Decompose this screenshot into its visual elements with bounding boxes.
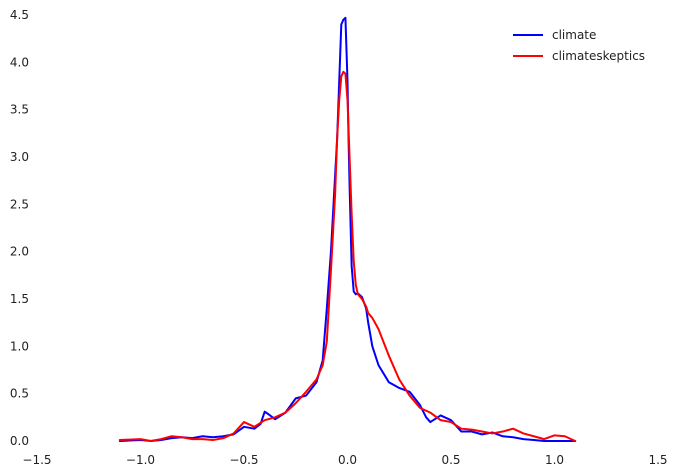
x-tick-label: 0.5 [441, 453, 460, 467]
x-tick-label: −1.5 [22, 453, 51, 467]
series-layer [118, 16, 577, 442]
y-tick-label: 2.5 [10, 197, 29, 211]
y-tick-label: 4.0 [10, 55, 29, 69]
y-tick-label: 0.5 [10, 387, 29, 401]
x-axis-ticks: −1.5 −1.0 −0.5 0.0 0.5 1.0 1.5 [22, 453, 667, 467]
y-tick-label: 3.0 [10, 150, 29, 164]
y-tick-label: 2.0 [10, 245, 29, 259]
y-tick-label: 1.0 [10, 339, 29, 353]
x-tick-label: 1.0 [545, 453, 564, 467]
x-tick-label: 0.0 [338, 453, 357, 467]
legend-label: climateskeptics [552, 49, 645, 63]
y-tick-label: 0.0 [10, 434, 29, 448]
y-tick-label: 1.5 [10, 292, 29, 306]
legend-label: climate [552, 28, 596, 42]
y-axis-ticks: 0.0 0.5 1.0 1.5 2.0 2.5 3.0 3.5 4.0 4.5 [10, 8, 29, 448]
y-tick-label: 4.5 [10, 8, 29, 22]
y-tick-label: 3.5 [10, 103, 29, 117]
x-tick-label: 1.5 [648, 453, 667, 467]
x-tick-label: −0.5 [229, 453, 258, 467]
legend-item-climate: climate [513, 28, 596, 42]
x-tick-label: −1.0 [126, 453, 155, 467]
legend: climate climateskeptics [513, 28, 645, 63]
legend-item-climateskeptics: climateskeptics [513, 49, 645, 63]
series-line-climateskeptics [118, 70, 577, 442]
series-line-climate [118, 16, 577, 442]
